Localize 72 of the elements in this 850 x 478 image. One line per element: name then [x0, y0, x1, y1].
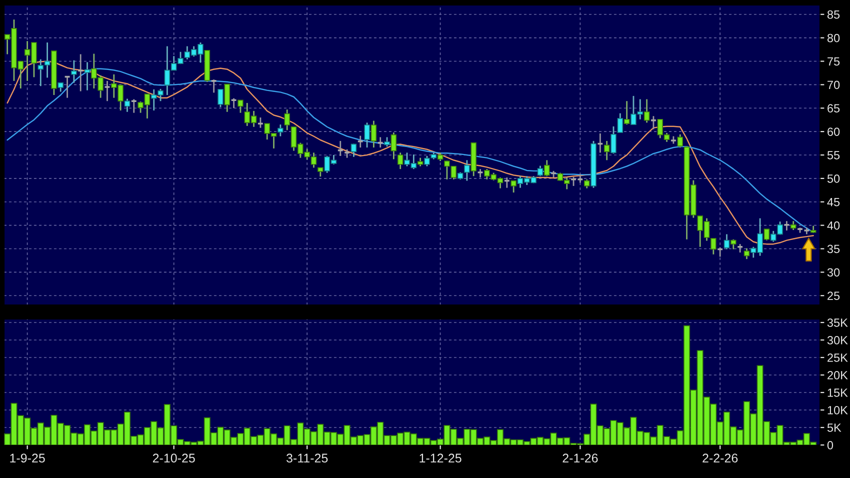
x-tick-label: 2-1-26: [562, 454, 598, 463]
candlestick: [77, 54, 84, 92]
candlestick: [104, 80, 111, 102]
y-tick-label: 70: [828, 80, 840, 90]
candlestick: [610, 126, 616, 154]
candlestick: [384, 136, 390, 148]
y-tick-label: 30K: [827, 336, 848, 344]
y-tick-label: 25K: [828, 354, 848, 362]
x-tick-label: 1-9-25: [10, 454, 45, 463]
y-tick-label: 40: [827, 221, 840, 230]
candlestick: [596, 132, 604, 154]
y-tick-label: 25: [828, 292, 840, 300]
candlestick: [230, 98, 238, 109]
candlestick: [238, 99, 244, 114]
candlestick: [350, 143, 357, 158]
x-tick-label: 3-11-25: [286, 454, 328, 463]
y-tick-label: 80: [827, 34, 840, 42]
candlestick: [764, 228, 770, 242]
candlestick: [504, 176, 510, 189]
candlestick: [84, 61, 90, 92]
candlestick: [424, 155, 430, 167]
candlestick: [357, 135, 364, 148]
y-tick-label: 65: [828, 104, 840, 113]
candlestick: [337, 140, 344, 157]
y-tick-label: 60: [828, 128, 840, 136]
candlestick: [744, 248, 750, 260]
y-tick-label: 35K: [827, 318, 848, 327]
candlestick: [284, 108, 290, 131]
y-tick-label: 5K: [827, 424, 842, 432]
candlestick: [537, 165, 544, 177]
candlestick: [464, 159, 470, 182]
candlestick: [210, 78, 218, 94]
candlestick: [130, 98, 138, 114]
candlestick: [224, 84, 230, 113]
y-tick-label: 15K: [828, 388, 848, 397]
x-tick-label: 1-12-25: [420, 454, 462, 463]
y-tick-label: 55: [827, 151, 840, 160]
candlestick: [544, 159, 550, 177]
candlestick: [218, 88, 224, 108]
candlestick: [64, 76, 71, 99]
candlestick: [510, 180, 516, 194]
y-tick-label: 30: [827, 268, 840, 277]
candlestick: [624, 100, 630, 126]
x-tick-label: 2-2-26: [702, 454, 738, 463]
y-tick-label: 85: [827, 10, 840, 19]
y-tick-label: 20K: [828, 371, 848, 380]
candlestick: [716, 246, 724, 258]
y-tick-label: 75: [828, 57, 840, 66]
candlestick: [617, 112, 624, 134]
candlestick: [257, 116, 264, 129]
candlestick: [376, 136, 384, 148]
y-tick-label: 50: [827, 174, 840, 183]
candlestick: [644, 98, 650, 124]
candlestick: [650, 115, 657, 130]
y-tick-label: 45: [827, 198, 840, 206]
y-tick-label: 0: [827, 441, 834, 450]
x-tick-label: 2-10-25: [152, 454, 195, 463]
candlestick: [724, 234, 730, 250]
candlestick: [677, 134, 683, 148]
candlestick: [604, 140, 610, 161]
candlestick: [783, 220, 790, 232]
y-tick-label: 10K: [828, 406, 848, 414]
candlestick: [364, 122, 370, 148]
candlestick: [71, 60, 77, 84]
candlestick: [730, 238, 736, 250]
candlestick: [370, 120, 377, 148]
y-tick-label: 35: [827, 244, 840, 254]
candlestick: [278, 124, 284, 137]
candlestick: [390, 132, 397, 160]
candlestick: [710, 238, 716, 256]
candlestick: [397, 152, 404, 170]
candlestick: [124, 98, 130, 113]
